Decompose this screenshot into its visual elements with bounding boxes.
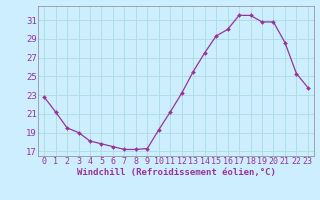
X-axis label: Windchill (Refroidissement éolien,°C): Windchill (Refroidissement éolien,°C) bbox=[76, 168, 276, 177]
